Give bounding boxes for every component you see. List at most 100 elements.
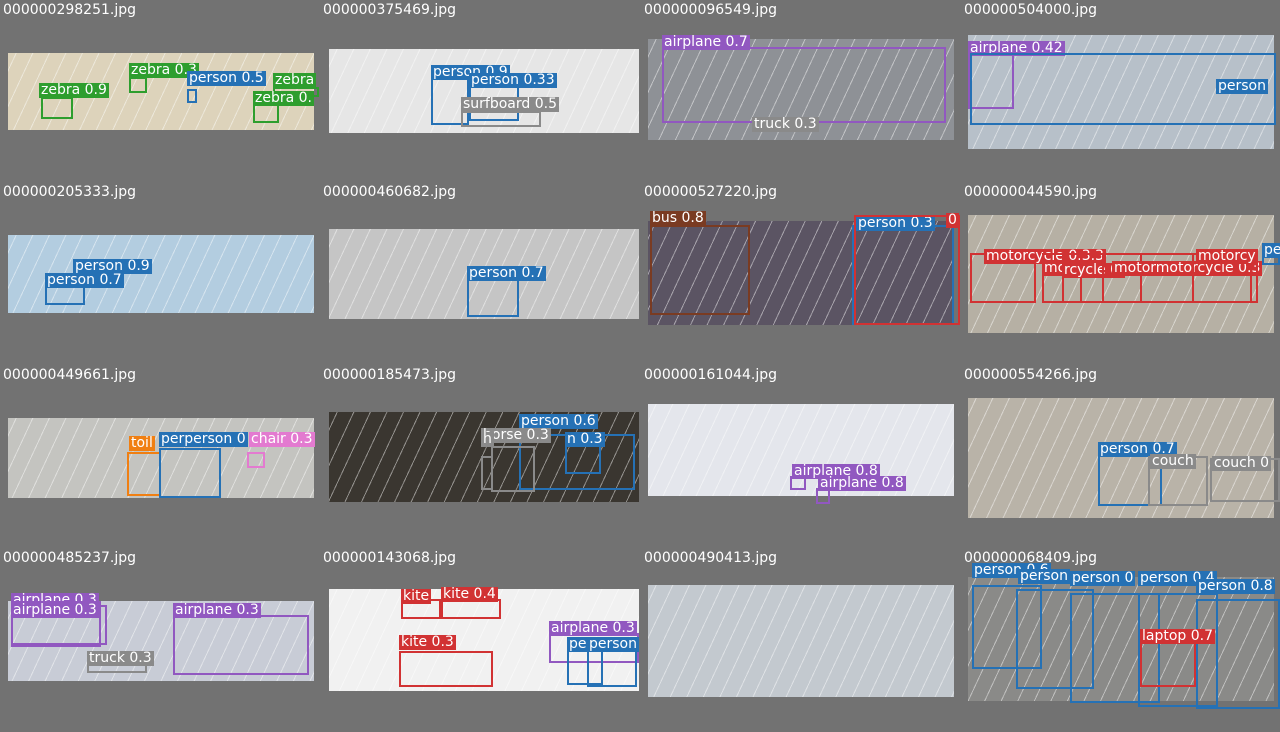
image-filename: 000000044590.jpg xyxy=(964,184,1097,200)
rainy-photo xyxy=(648,585,954,697)
detection-label: surfboard 0.5 xyxy=(461,96,559,112)
result-tile: 000000185473.jpg person 0.6 horse 0.3 n 0.3… xyxy=(321,366,639,547)
bounding-box xyxy=(565,444,601,474)
detection-label: person 0.5 xyxy=(187,70,266,86)
bounding-box xyxy=(1070,593,1160,703)
image-filename: 000000485237.jpg xyxy=(3,550,136,566)
bounding-box xyxy=(650,225,750,315)
result-tile: 000000527220.jpg bus 0.8 person 0.3 0 xyxy=(642,183,960,364)
rain-streaks xyxy=(648,585,954,697)
detection-label: airplane 0.3 xyxy=(549,620,637,636)
detection-label: person 0.7 xyxy=(467,265,546,281)
result-tile: 000000161044.jpg airplane 0.8 airplane 0.8 xyxy=(642,366,960,547)
bounding-box xyxy=(173,615,309,675)
detection-label: kite 0.4 xyxy=(441,586,498,602)
bounding-box xyxy=(461,111,541,127)
rainy-photo xyxy=(968,215,1274,333)
detection-label: rcycle 0. xyxy=(1062,262,1126,278)
detection-label: airplane 0.42 xyxy=(968,40,1065,56)
bounding-box xyxy=(11,601,101,647)
bounding-box xyxy=(481,456,493,490)
bounding-box xyxy=(970,53,1276,125)
detection-label: h xyxy=(481,431,494,447)
rainy-photo xyxy=(648,221,954,325)
bounding-box xyxy=(491,446,535,492)
detection-label: person 0.3 xyxy=(856,215,935,231)
result-tile: 000000205333.jpg person 0.9 person 0.7 xyxy=(1,183,319,364)
detection-label: couch 0 xyxy=(1212,455,1272,471)
detection-label: person 0.7 xyxy=(45,272,124,288)
detection-label: truck 0.3 xyxy=(87,650,154,666)
detection-label: pe xyxy=(567,636,589,652)
rainy-photo xyxy=(968,398,1274,518)
bounding-box xyxy=(972,585,1042,669)
image-filename: 000000143068.jpg xyxy=(323,550,456,566)
image-filename: 000000298251.jpg xyxy=(3,2,136,18)
result-tile: 000000449661.jpg toil perperson 0 chair 0.3 xyxy=(1,366,319,547)
detection-label: 0 xyxy=(946,212,959,228)
bounding-box xyxy=(159,448,221,498)
detection-label: motorcy xyxy=(1196,248,1258,264)
detection-label: person xyxy=(1018,568,1070,584)
detection-label: airplane 0.8 xyxy=(818,475,906,491)
image-filename: 000000068409.jpg xyxy=(964,550,1097,566)
image-filename: 000000460682.jpg xyxy=(323,184,456,200)
detection-label: airplane 0.7 xyxy=(662,34,750,50)
bounding-box xyxy=(1196,599,1280,709)
image-filename: 000000205333.jpg xyxy=(3,184,136,200)
bounding-box xyxy=(129,77,147,93)
bounding-box xyxy=(441,599,501,619)
image-filename: 000000554266.jpg xyxy=(964,367,1097,383)
detection-label: pe xyxy=(1262,243,1280,258)
image-filename: 000000096549.jpg xyxy=(644,2,777,18)
result-tile: 000000096549.jpg airplane 0.7 truck 0.3 xyxy=(642,1,960,182)
detection-label: truck 0.3 xyxy=(752,116,819,132)
result-tile: 000000044590.jpg motorcycle 0.3.3 mo rcycle… xyxy=(962,183,1280,364)
result-tile: 000000490413.jpg xyxy=(642,549,960,730)
detection-label: person xyxy=(587,636,639,652)
bounding-box xyxy=(1138,593,1218,707)
detection-label: laptop 0.7 xyxy=(1140,628,1216,644)
detection-label: mo xyxy=(1042,260,1069,276)
detection-label: airplane 0.8 xyxy=(792,463,880,479)
detection-label: motorcycle 0.3.3 xyxy=(984,248,1106,264)
bounding-box xyxy=(247,452,265,468)
detection-label: n 0.3 xyxy=(565,431,605,447)
detection-label: horse 0.3 xyxy=(481,427,551,443)
detection-label: airplane 0.3 xyxy=(173,602,261,618)
detection-label: motormotorcycle 0.3 xyxy=(1112,260,1263,276)
rain-streaks xyxy=(968,577,1274,701)
result-tile: 000000504000.jpg airplane 0.42 person xyxy=(962,1,1280,182)
image-filename: 000000375469.jpg xyxy=(323,2,456,18)
detection-label: person 0.9 xyxy=(73,258,152,274)
detection-label: toil xyxy=(129,435,155,451)
detection-label: zebra 0.3 xyxy=(129,62,199,78)
bounding-box xyxy=(1016,589,1094,689)
image-filename: 000000527220.jpg xyxy=(644,184,777,200)
detection-label: kite xyxy=(401,588,432,604)
result-tile: 000000375469.jpg person 0.9 person 0.33 sur… xyxy=(321,1,639,182)
detection-label: person 0.8 xyxy=(1196,578,1275,594)
bounding-box xyxy=(127,452,161,496)
rain-streaks xyxy=(648,221,954,325)
image-filename: 000000449661.jpg xyxy=(3,367,136,383)
image-filename: 000000490413.jpg xyxy=(644,550,777,566)
detection-label: kite 0.3 xyxy=(399,634,456,650)
result-tile: 000000298251.jpg zebra 0.9 zebra 0.3 person… xyxy=(1,1,319,182)
bounding-box xyxy=(187,89,197,103)
detection-label: zebra xyxy=(273,72,317,88)
detection-label: person 0.7 xyxy=(1098,441,1177,457)
detection-label: person 0.6 xyxy=(519,413,598,429)
detection-label: zebra 0. xyxy=(253,90,314,106)
bounding-box xyxy=(41,97,73,119)
bounding-box xyxy=(1140,637,1196,687)
result-tile: 000000068409.jpg person 0.6 person person 0… xyxy=(962,549,1280,730)
detection-label: bus 0.8 xyxy=(650,210,706,226)
detection-label: person 0 xyxy=(1070,570,1136,586)
image-filename: 000000161044.jpg xyxy=(644,367,777,383)
bounding-box xyxy=(1102,253,1252,303)
bounding-box xyxy=(662,47,946,123)
rainy-photo xyxy=(648,39,954,140)
bounding-box xyxy=(399,651,493,687)
result-tile: 000000460682.jpg person 0.7 xyxy=(321,183,639,364)
